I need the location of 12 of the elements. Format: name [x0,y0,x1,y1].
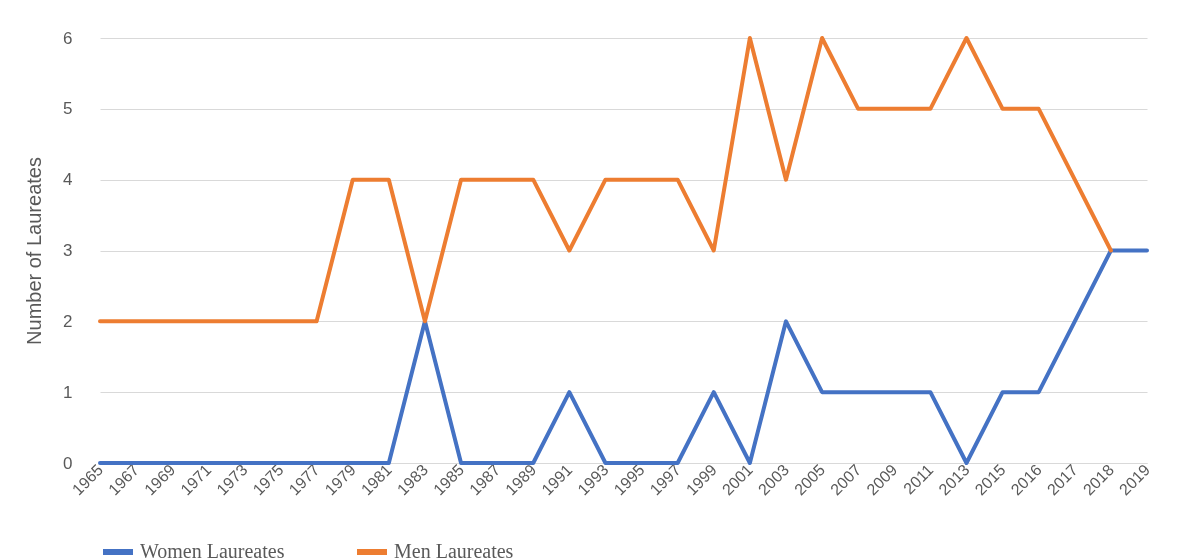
line-series [98,36,1113,324]
legend-label: Men Laureates [394,540,514,559]
y-tick-label: 1 [63,382,73,402]
y-tick-label: 2 [63,311,73,331]
y-tick-label: 3 [63,241,73,260]
y-axis-title: Number of Laureates [23,157,46,345]
y-tick-label: 0 [63,453,73,473]
line-series [98,248,1149,465]
legend-label: Women Laureates [140,540,285,559]
y-tick-label: 5 [63,99,73,119]
y-tick-label: 6 [63,28,73,48]
y-tick-label: 4 [63,170,73,190]
